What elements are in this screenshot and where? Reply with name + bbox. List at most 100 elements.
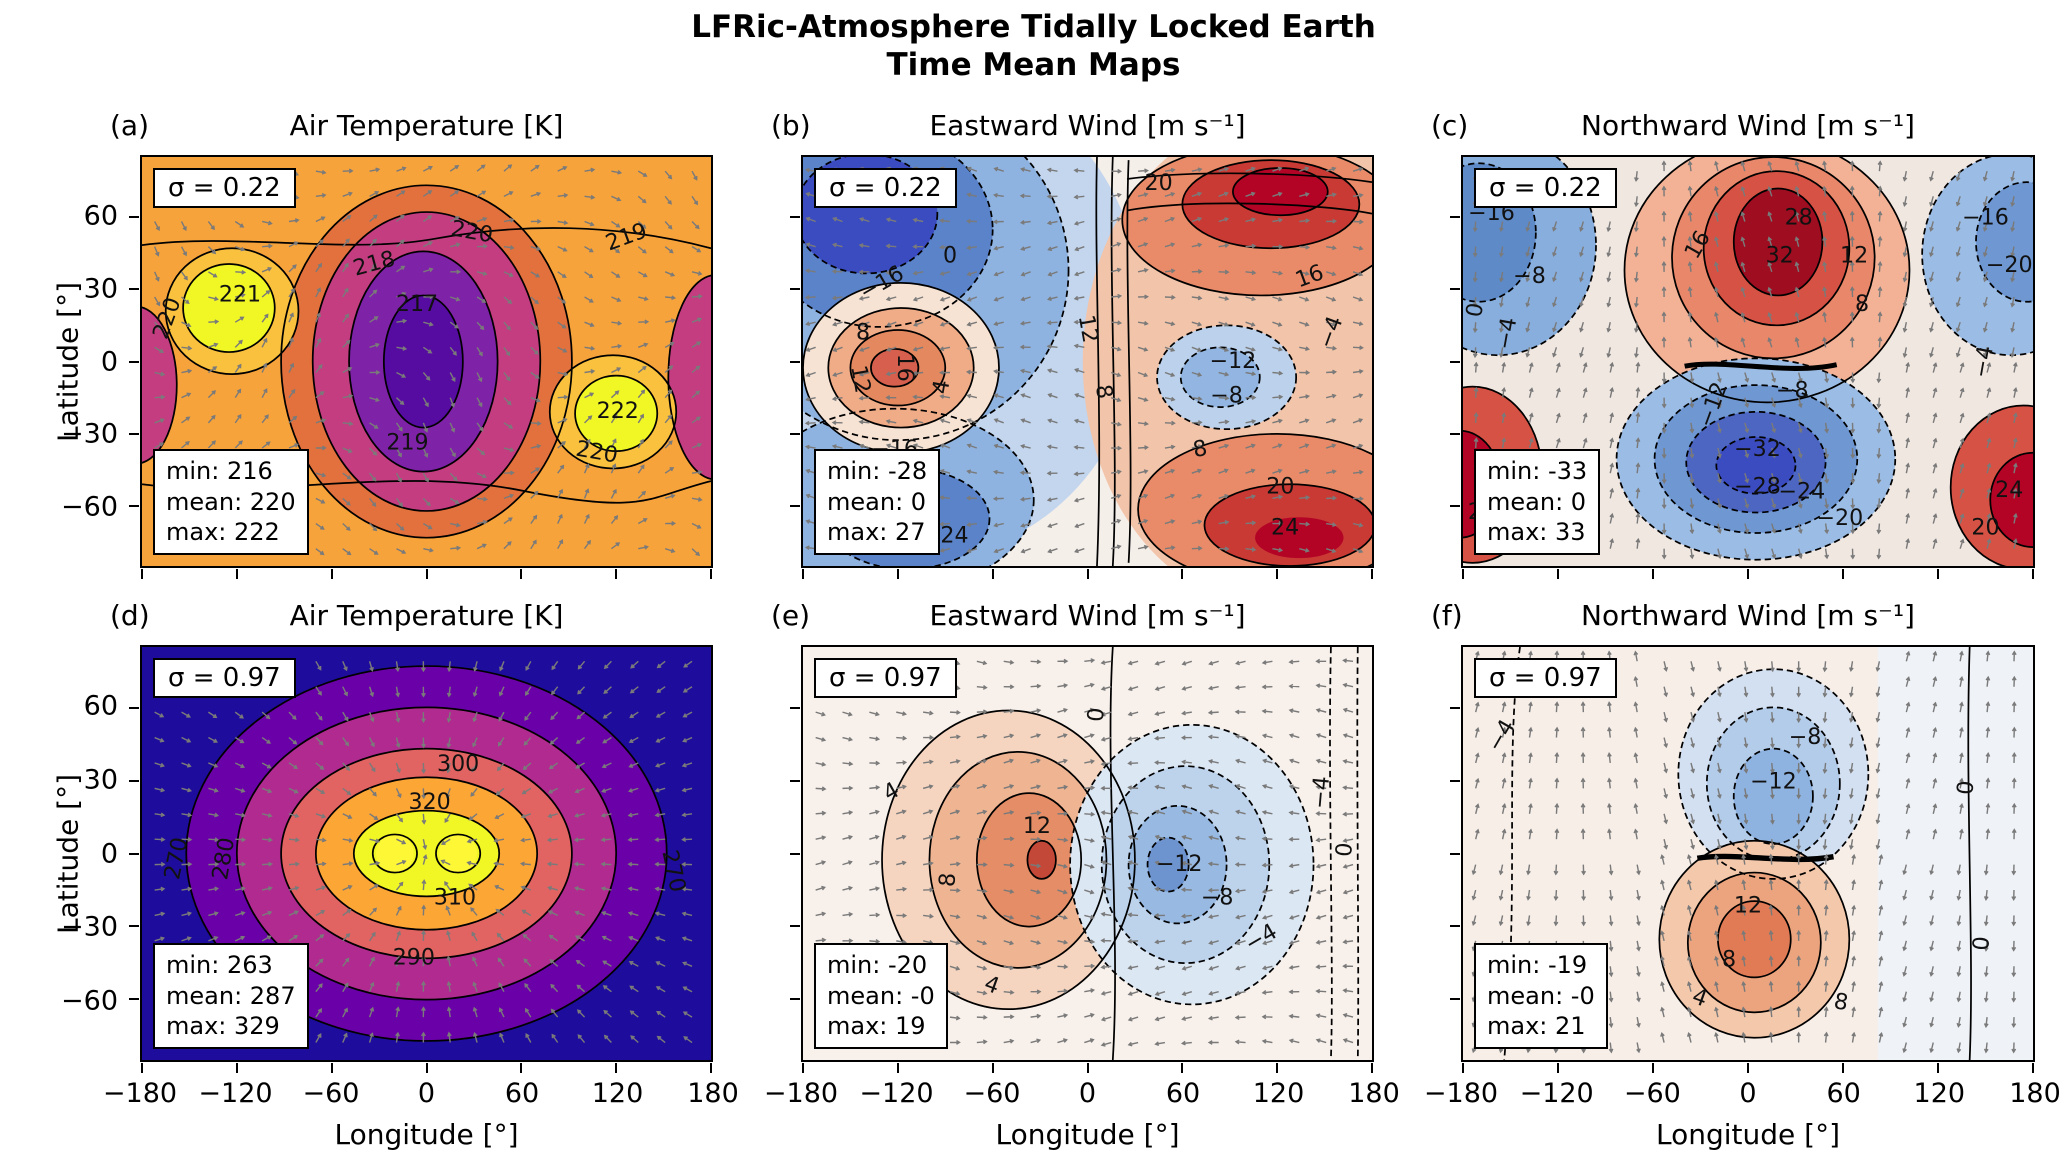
- y-tick-label: −30: [61, 911, 118, 943]
- contour-label: 12: [1023, 813, 1051, 839]
- y-axis-tick: [1450, 288, 1460, 291]
- contour-label: −4: [1306, 775, 1335, 810]
- contour-label: −12: [1156, 851, 1203, 877]
- stat-min: min: -19: [1487, 950, 1588, 979]
- contour-label: 222: [597, 399, 639, 424]
- y-tick-label: 0: [100, 838, 118, 869]
- stat-mean: mean: 287: [166, 981, 296, 1010]
- quiver-arrows: [804, 166, 1364, 554]
- x-axis-tick: [710, 1063, 712, 1073]
- x-axis-tick: [1557, 569, 1559, 579]
- contour-label: 4: [928, 378, 955, 396]
- x-axis-tick: [235, 1063, 238, 1073]
- x-axis-tick: [896, 1063, 899, 1073]
- x-axis-tick: [1462, 1063, 1464, 1073]
- y-axis-tick: [790, 216, 800, 219]
- x-tick-label: −180: [1423, 1078, 1499, 1109]
- x-axis-tick: [1371, 569, 1373, 579]
- panel-f: (f) Northward Wind [m s⁻¹] −180 −120 −60…: [1424, 599, 2061, 1151]
- y-axis-tick: [790, 432, 800, 435]
- contour-label: −20: [1816, 505, 1863, 531]
- y-axis-tick: [790, 925, 800, 928]
- contour-labels: 220 221 218 220 219 217 219 222 220: [148, 216, 650, 468]
- x-axis-tick: [141, 1063, 143, 1073]
- stat-min: min: 216: [166, 456, 273, 485]
- x-tick-label: 180: [1348, 1078, 1400, 1109]
- y-tick-label: 60: [83, 200, 118, 232]
- sigma-badge: σ = 0.22: [1474, 168, 1617, 208]
- stat-mean: mean: 0: [1487, 487, 1587, 516]
- x-tick-label: 0: [1078, 1078, 1097, 1109]
- panel-d-plot: 270 280 300 320 310 290 270 σ = 0.97 min…: [129, 645, 713, 1073]
- panel-a-plot: 220 221 218 220 219 217 219 222 220 σ = …: [129, 155, 713, 579]
- x-tick-label: −180: [102, 1078, 178, 1109]
- sigma-badge: σ = 0.22: [153, 168, 296, 208]
- contour-label: 0: [943, 243, 957, 268]
- contour-label: −12: [1210, 349, 1257, 374]
- x-axis-tick: [1842, 569, 1844, 579]
- x-axis-tick: [141, 569, 143, 579]
- panel-f-plot: −4 −8 −12 12 8 4 0 0 8 σ = 0.97 min: -19…: [1450, 645, 2035, 1073]
- y-axis-tick: [790, 360, 800, 363]
- x-tick-label: 180: [687, 1078, 739, 1109]
- stat-max: max: 33: [1487, 518, 1586, 547]
- y-axis-tick: [790, 288, 800, 291]
- x-axis-tick: [1462, 569, 1464, 579]
- y-tick-label: 60: [83, 690, 118, 722]
- x-tick-label: 120: [1913, 1078, 1966, 1109]
- x-tick-label: 120: [1252, 1078, 1305, 1109]
- y-axis-tick: [1450, 360, 1460, 363]
- figure-title-line2: Time Mean Maps: [886, 47, 1181, 83]
- stat-max: max: 222: [166, 518, 280, 547]
- figure-title-line1: LFRic-Atmosphere Tidally Locked Earth: [691, 9, 1376, 45]
- panel-d-letter: (d): [110, 599, 150, 632]
- panel-e-letter: (e): [771, 599, 811, 632]
- x-axis-tick: [710, 569, 712, 579]
- y-axis-tick: [129, 288, 139, 291]
- y-axis-tick: [790, 998, 800, 1001]
- contour-label: 12: [1734, 892, 1762, 918]
- panel-c-plot: −16 −8 0 −4 16 28 32 12 8 −16 −20 −4 −8 …: [1450, 155, 2035, 579]
- panel-e-title: Eastward Wind [m s⁻¹]: [929, 599, 1246, 632]
- x-axis-tick: [1276, 1063, 1279, 1073]
- stat-mean: mean: -0: [827, 981, 935, 1010]
- panel-a: (a) Air Temperature [K] Latitude [°] 60 …: [52, 109, 713, 579]
- contour-label: 32: [1766, 242, 1794, 268]
- y-axis-tick: [1450, 925, 1460, 928]
- x-tick-label: −60: [302, 1078, 360, 1109]
- panel-c-letter: (c): [1431, 109, 1469, 142]
- stat-max: max: 19: [827, 1012, 926, 1041]
- panel-f-title: Northward Wind [m s⁻¹]: [1581, 599, 1915, 632]
- contour-label: −12: [1750, 768, 1797, 794]
- stats-box: min: -19 mean: -0 max: 21: [1474, 942, 1608, 1049]
- x-axis-tick: [425, 1063, 428, 1073]
- x-tick-label: 120: [591, 1078, 644, 1109]
- panel-a-letter: (a): [110, 109, 150, 142]
- x-axis-label: Longitude [°]: [1655, 1118, 1840, 1151]
- contour-label: 217: [396, 292, 438, 317]
- panel-c-title: Northward Wind [m s⁻¹]: [1581, 109, 1915, 142]
- x-axis-tick: [1276, 569, 1279, 579]
- contour-label: −32: [1734, 436, 1781, 462]
- contour-label: 8: [1191, 436, 1209, 463]
- x-axis-tick: [802, 1063, 804, 1073]
- contour-label: 16: [892, 354, 917, 382]
- stats-box: min: -28 mean: 0 max: 27: [814, 448, 941, 555]
- x-tick-label: −120: [1519, 1078, 1594, 1109]
- contour-lines: [142, 184, 711, 539]
- x-axis-tick: [615, 569, 618, 579]
- contour-label: 8: [934, 872, 961, 888]
- x-axis-tick: [2032, 1063, 2034, 1073]
- y-axis-tick: [790, 706, 800, 709]
- panel-c: (c) Northward Wind [m s⁻¹]: [1431, 109, 2035, 579]
- y-tick-label: −60: [61, 985, 118, 1017]
- y-tick-label: 30: [83, 273, 118, 305]
- figure-title: LFRic-Atmosphere Tidally Locked Earth Ti…: [0, 8, 2067, 84]
- panel-e-plot: 0 4 8 12 4 −12 −8 −4 −4 0 σ = 0.97 min: …: [790, 645, 1374, 1073]
- x-tick-label: −120: [859, 1078, 934, 1109]
- x-axis-tick: [1936, 1063, 1939, 1073]
- contour-label: 0: [1083, 707, 1110, 723]
- contour-label: 20: [1266, 475, 1294, 500]
- contour-label: −8: [1210, 383, 1243, 408]
- contour-label: 24: [1271, 516, 1299, 541]
